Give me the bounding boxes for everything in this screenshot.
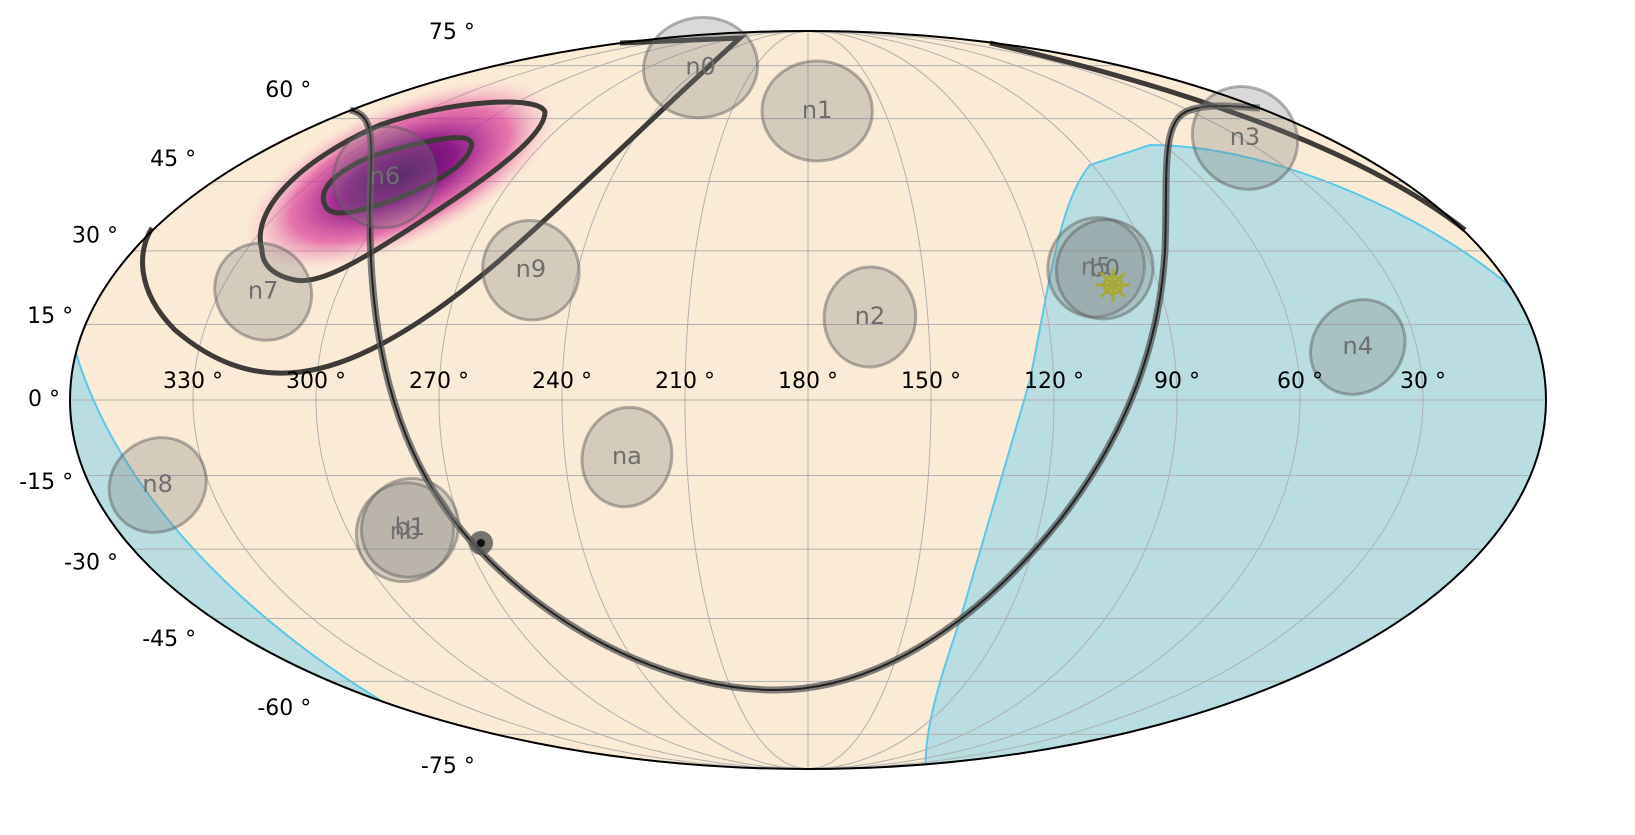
detector-label: n2 [855, 302, 885, 330]
detector-label: nb [390, 517, 420, 545]
galactic-center-dot [477, 539, 485, 547]
galactic-plane-core [349, 104, 1261, 692]
detector-pointing [1054, 218, 1155, 321]
detector-label: n3 [1230, 123, 1260, 151]
x-tick-label: 210 ° [655, 369, 715, 394]
y-tick-label: 45 ° [150, 147, 196, 172]
x-tick-label: 150 ° [901, 369, 961, 394]
detector-label: n6 [370, 162, 400, 190]
detector-label: n5 [1081, 252, 1111, 280]
detector-pointing [580, 405, 674, 509]
x-tick-label: 30 ° [1400, 369, 1446, 394]
detector-label: n0 [685, 53, 715, 81]
y-tick-label: -75 ° [421, 754, 475, 779]
detector-label: n4 [1343, 332, 1373, 360]
sun [1096, 268, 1130, 302]
y-tick-label: -15 ° [19, 470, 73, 495]
detector-pointing [822, 265, 918, 369]
detector-label: n9 [516, 255, 546, 283]
y-tick-label: -60 ° [257, 696, 311, 721]
x-tick-label: 330 ° [163, 369, 223, 394]
x-tick-label: 120 ° [1024, 369, 1084, 394]
y-tick-label: 75 ° [429, 20, 475, 45]
x-tick-label: 270 ° [409, 369, 469, 394]
sky-border [69, 30, 1547, 770]
y-tick-label: 30 ° [72, 223, 118, 248]
x-tick-label: 90 ° [1154, 369, 1200, 394]
x-tick-label: 240 ° [532, 369, 592, 394]
contours [140, 35, 1467, 376]
x-tick-label: 180 ° [778, 369, 838, 394]
y-tick-label: -45 ° [142, 627, 196, 652]
y-tick-label: 0 ° [28, 387, 60, 412]
detector-pointing [107, 436, 208, 534]
probability-map [243, 79, 557, 271]
x-tick-label: 60 ° [1277, 369, 1323, 394]
detector-label: b1 [395, 513, 426, 541]
detector-pointing [331, 124, 438, 230]
x-tick-label: 300 ° [286, 369, 346, 394]
grid [70, 31, 1546, 769]
detector-pointing [213, 241, 314, 342]
y-tick-label: 15 ° [27, 304, 73, 329]
y-tick-label: 60 ° [265, 78, 311, 103]
detector-pointing [354, 481, 456, 584]
detector-pointing [1309, 298, 1407, 396]
detector-pointing [481, 219, 581, 322]
detector-pointing [359, 476, 460, 579]
detector-label: n8 [142, 470, 172, 498]
detectors: n0n1n2n3n4n5n6n7n8n9nanbb0b1 [107, 15, 1407, 584]
tick-labels: 330 ° 300 ° 270 ° 240 ° 210 ° 180 ° 150 ° 120 °… [19, 20, 1446, 779]
y-tick-label: -30 ° [64, 551, 118, 576]
detector-pointing [760, 59, 874, 163]
detector-label: n1 [802, 96, 832, 124]
detector-label: n7 [248, 277, 278, 305]
detector-pointing [642, 15, 760, 120]
detector-label: na [612, 442, 642, 470]
